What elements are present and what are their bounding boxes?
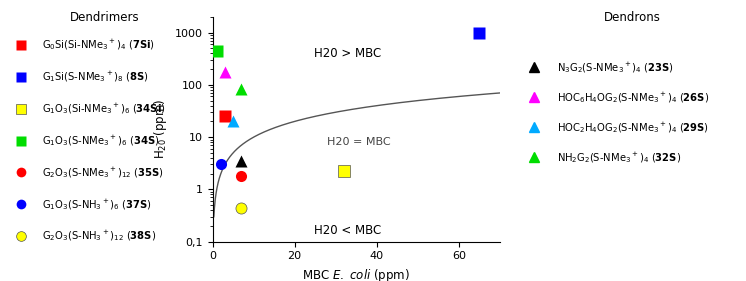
Text: N$_3$G$_2$(S-NMe$_3$$^+$)$_4$ ($\bf{23S}$): N$_3$G$_2$(S-NMe$_3$$^+$)$_4$ ($\bf{23S}…	[557, 60, 674, 75]
Text: NH$_2$G$_2$(S-NMe$_3$$^+$)$_4$ ($\bf{32S}$): NH$_2$G$_2$(S-NMe$_3$$^+$)$_4$ ($\bf{32S…	[557, 150, 681, 165]
Text: G$_1$Si(S-NMe$_3$$^+$)$_8$ ($\bf{8S}$): G$_1$Si(S-NMe$_3$$^+$)$_8$ ($\bf{8S}$)	[42, 69, 148, 84]
Text: HOC$_6$H$_4$OG$_2$(S-NMe$_3$$^+$)$_4$ ($\bf{26S}$): HOC$_6$H$_4$OG$_2$(S-NMe$_3$$^+$)$_4$ ($…	[557, 90, 709, 105]
Text: G$_1$O$_3$(Si-NMe$_3$$^+$)$_6$ ($\bf{34Si}$): G$_1$O$_3$(Si-NMe$_3$$^+$)$_6$ ($\bf{34S…	[42, 101, 166, 116]
Text: Dendrons: Dendrons	[604, 11, 661, 24]
Text: G$_0$Si(Si-NMe$_3$$^+$)$_4$ ($\bf{7Si}$): G$_0$Si(Si-NMe$_3$$^+$)$_4$ ($\bf{7Si}$)	[42, 38, 154, 52]
Text: H20 < MBC: H20 < MBC	[314, 224, 382, 237]
Text: HOC$_2$H$_4$OG$_2$(S-NMe$_3$$^+$)$_4$ ($\bf{29S}$): HOC$_2$H$_4$OG$_2$(S-NMe$_3$$^+$)$_4$ ($…	[557, 120, 709, 135]
Text: G$_2$O$_3$(S-NH$_3$$^+$)$_{12}$ ($\bf{38S}$): G$_2$O$_3$(S-NH$_3$$^+$)$_{12}$ ($\bf{38…	[42, 229, 156, 243]
Text: H20 = MBC: H20 = MBC	[327, 137, 391, 147]
Text: Dendrimers: Dendrimers	[69, 11, 140, 24]
Text: G$_1$O$_3$(S-NMe$_3$$^+$)$_6$ ($\bf{34S}$): G$_1$O$_3$(S-NMe$_3$$^+$)$_6$ ($\bf{34S}…	[42, 133, 159, 148]
Y-axis label: H$_{20}$ (ppm): H$_{20}$ (ppm)	[152, 99, 169, 159]
X-axis label: MBC $\it{E.\ coli}$ (ppm): MBC $\it{E.\ coli}$ (ppm)	[302, 267, 410, 281]
Text: H20 > MBC: H20 > MBC	[314, 47, 382, 60]
Text: G$_2$O$_3$(S-NMe$_3$$^+$)$_{12}$ ($\bf{35S}$): G$_2$O$_3$(S-NMe$_3$$^+$)$_{12}$ ($\bf{3…	[42, 165, 163, 180]
Text: G$_1$O$_3$(S-NH$_3$$^+$)$_6$ ($\bf{37S}$): G$_1$O$_3$(S-NH$_3$$^+$)$_6$ ($\bf{37S}$…	[42, 197, 151, 212]
